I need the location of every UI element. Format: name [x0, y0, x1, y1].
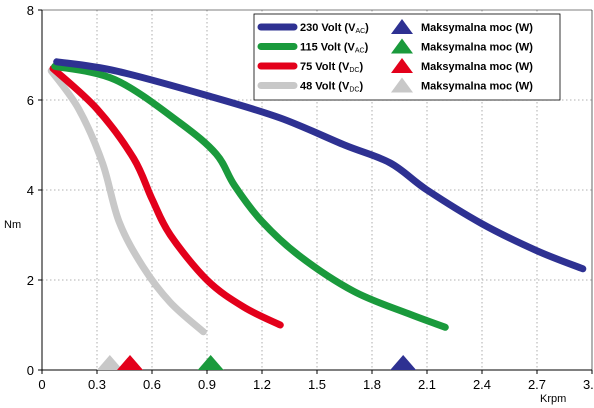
legend-max-power-label: Maksymalna moc (W)	[421, 42, 533, 54]
max-power-triangle	[390, 355, 417, 370]
series-lines	[47, 58, 587, 336]
series-line	[53, 58, 587, 273]
x-tick-labels: 0 0.3 0.6 0.9 1.2 1.5 1.8 2.1 2.4 2.7 3.0	[38, 370, 594, 392]
x-tick-label: 2.1	[418, 377, 436, 392]
legend-triangle	[391, 77, 413, 93]
x-tick-label: 2.7	[528, 377, 546, 392]
x-axis-label: Krpm	[540, 393, 566, 405]
x-tick-label: 0	[38, 377, 45, 392]
y-tick-labels: 0 2 4 6 8	[27, 3, 42, 378]
max-power-triangle	[96, 355, 123, 370]
y-tick-label: 8	[27, 3, 34, 18]
x-tick-label: 2.4	[473, 377, 491, 392]
series-line	[47, 67, 207, 336]
series-line	[49, 65, 284, 329]
y-tick-label: 4	[27, 183, 34, 198]
legend-series-label: 75 Volt (VDC)	[300, 61, 363, 74]
max-power-triangle	[197, 355, 224, 370]
legend-triangle	[391, 58, 413, 73]
y-tick-label: 2	[27, 273, 34, 288]
y-axis-label: Nm	[4, 219, 21, 231]
y-tick-label: 0	[27, 363, 34, 378]
legend-max-power-label: Maksymalna moc (W)	[421, 81, 533, 93]
legend-max-power-label: Maksymalna moc (W)	[421, 22, 533, 34]
x-tick-label: 0.6	[143, 377, 161, 392]
legend-triangle	[391, 38, 413, 54]
max-power-markers	[96, 355, 417, 370]
legend-series-label: 230 Volt (VAC)	[300, 22, 369, 35]
x-tick-label: 1.2	[253, 377, 271, 392]
x-tick-label: 3.0	[583, 377, 594, 392]
x-tick-label: 0.3	[88, 377, 106, 392]
legend: 230 Volt (VAC) Maksymalna moc (W) 115 Volt…	[253, 13, 561, 101]
x-tick-label: 0.9	[198, 377, 216, 392]
legend-series-label: 115 Volt (VAC)	[300, 42, 369, 55]
x-tick-label: 1.8	[363, 377, 381, 392]
legend-triangle	[391, 19, 413, 34]
legend-series-label: 48 Volt (VDC)	[300, 81, 363, 94]
series-line	[51, 62, 449, 331]
x-tick-label: 1.5	[308, 377, 326, 392]
max-power-triangle	[117, 355, 143, 370]
legend-max-power-label: Maksymalna moc (W)	[421, 61, 533, 73]
y-tick-label: 6	[27, 93, 34, 108]
